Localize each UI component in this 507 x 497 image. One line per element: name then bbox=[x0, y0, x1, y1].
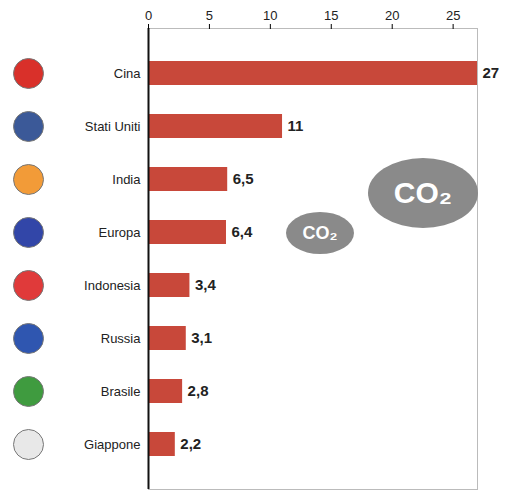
svg-text:Giappone: Giappone bbox=[84, 437, 140, 452]
svg-text:10: 10 bbox=[263, 8, 277, 23]
svg-text:20: 20 bbox=[385, 8, 399, 23]
svg-text:27: 27 bbox=[483, 64, 500, 81]
svg-text:25: 25 bbox=[446, 8, 460, 23]
svg-text:Europa: Europa bbox=[99, 225, 142, 240]
svg-text:India: India bbox=[112, 172, 141, 187]
svg-text:5: 5 bbox=[206, 8, 213, 23]
svg-text:11: 11 bbox=[288, 117, 304, 134]
svg-text:Stati Uniti: Stati Uniti bbox=[85, 119, 141, 134]
svg-text:Indonesia: Indonesia bbox=[84, 278, 141, 293]
svg-text:Brasile: Brasile bbox=[101, 384, 141, 399]
svg-text:Cina: Cina bbox=[114, 66, 142, 81]
svg-text:15: 15 bbox=[324, 8, 338, 23]
svg-text:3,1: 3,1 bbox=[191, 329, 212, 346]
svg-text:2,2: 2,2 bbox=[180, 435, 201, 452]
html-text:CO₂: CO₂ bbox=[302, 222, 338, 243]
svg-text:6,4: 6,4 bbox=[231, 223, 253, 240]
svg-text:Russia: Russia bbox=[101, 331, 142, 346]
svg-text:6,5: 6,5 bbox=[233, 170, 254, 187]
html-text:CO₂: CO₂ bbox=[393, 176, 453, 209]
svg-text:3,4: 3,4 bbox=[195, 276, 217, 293]
svg-text:2,8: 2,8 bbox=[188, 382, 209, 399]
svg-text:0: 0 bbox=[145, 8, 152, 23]
